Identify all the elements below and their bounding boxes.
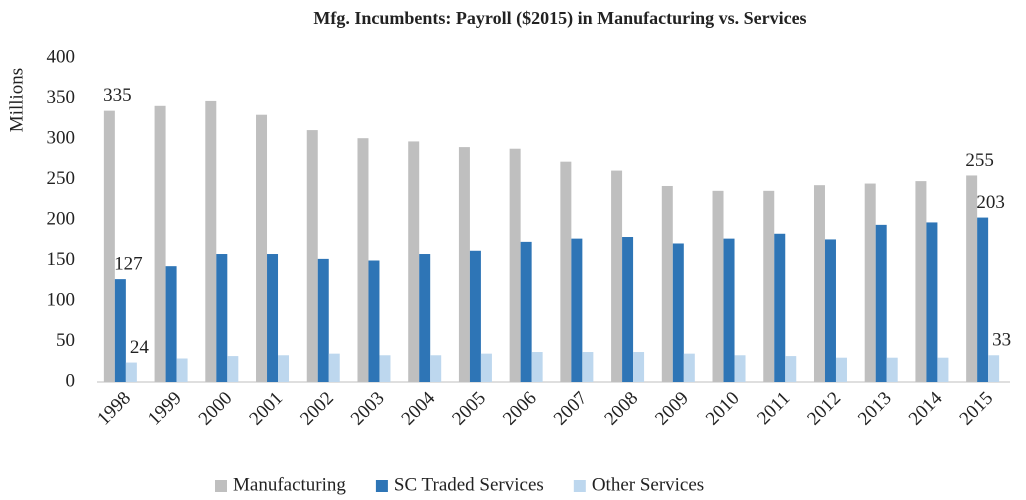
bar xyxy=(875,224,887,382)
y-tick-label: 200 xyxy=(47,208,76,229)
bar xyxy=(531,352,543,382)
bar xyxy=(430,355,442,382)
x-tick-label: 2003 xyxy=(347,388,389,430)
y-tick-label: 150 xyxy=(47,249,76,270)
bar xyxy=(813,185,825,382)
data-label: 127 xyxy=(114,253,143,274)
data-label: 255 xyxy=(965,150,994,171)
y-tick-label: 0 xyxy=(66,370,76,391)
bar xyxy=(227,356,239,382)
bar xyxy=(165,266,177,382)
data-label: 24 xyxy=(130,337,150,358)
bar xyxy=(419,254,431,382)
legend-label: Manufacturing xyxy=(233,474,346,495)
bar xyxy=(926,222,938,382)
x-tick-label: 2010 xyxy=(702,388,744,430)
legend-swatch xyxy=(375,480,388,492)
x-tick-label: 1999 xyxy=(144,388,186,430)
bar xyxy=(734,355,746,382)
x-tick-label: 2005 xyxy=(448,388,490,430)
x-tick-label: 2001 xyxy=(245,388,287,430)
x-tick-label: 2009 xyxy=(651,388,693,430)
bar xyxy=(774,233,786,382)
bar xyxy=(672,243,684,382)
bar xyxy=(114,279,126,382)
bar xyxy=(582,352,594,382)
x-tick-label: 1998 xyxy=(93,388,135,430)
bar xyxy=(328,353,340,382)
bar xyxy=(154,105,166,382)
data-label: 33 xyxy=(992,330,1011,351)
bar xyxy=(368,260,380,382)
bar xyxy=(278,355,290,382)
bar xyxy=(977,217,989,382)
bar xyxy=(966,175,978,382)
bar xyxy=(988,355,1000,382)
x-tick-label: 2012 xyxy=(803,388,845,430)
bar xyxy=(723,238,735,382)
bar xyxy=(886,357,898,382)
bar xyxy=(216,254,228,382)
bar xyxy=(633,352,645,382)
bar xyxy=(205,100,217,383)
bar xyxy=(683,353,695,382)
bar xyxy=(560,161,572,382)
bar xyxy=(256,114,268,382)
bar xyxy=(611,170,623,382)
chart-title: Mfg. Incumbents: Payroll ($2015) in Manu… xyxy=(313,8,806,29)
x-tick-label: 2015 xyxy=(956,388,998,430)
x-tick-label: 2014 xyxy=(905,387,947,429)
bar xyxy=(379,355,391,382)
bar xyxy=(824,239,836,382)
y-tick-label: 300 xyxy=(47,127,76,148)
bar xyxy=(267,254,279,382)
bar xyxy=(915,181,927,382)
data-label: 335 xyxy=(103,85,132,106)
bar xyxy=(408,141,420,382)
x-tick-label: 2007 xyxy=(550,388,592,430)
bar xyxy=(937,357,949,382)
x-tick-label: 2000 xyxy=(195,388,237,430)
x-tick-label: 2011 xyxy=(753,388,794,429)
legend-swatch xyxy=(215,480,227,492)
bar xyxy=(176,358,188,382)
legend-label: Other Services xyxy=(592,474,704,495)
x-tick-label: 2004 xyxy=(398,387,440,429)
y-tick-label: 250 xyxy=(47,168,76,189)
bar xyxy=(785,356,797,382)
bar xyxy=(520,241,532,382)
bar xyxy=(125,362,137,382)
bar xyxy=(317,258,329,382)
x-tick-label: 2002 xyxy=(296,388,338,430)
bar xyxy=(712,190,724,382)
x-tick-label: 2006 xyxy=(499,388,541,430)
bar xyxy=(306,130,318,382)
legend-swatch xyxy=(573,480,586,492)
bar xyxy=(509,148,521,382)
y-axis-label: Millions xyxy=(6,68,27,132)
bar xyxy=(357,138,369,382)
bar xyxy=(458,147,470,382)
bar xyxy=(480,353,492,382)
bar xyxy=(763,190,775,382)
bar xyxy=(103,110,115,383)
x-tick-label: 2013 xyxy=(854,388,896,430)
bar xyxy=(469,250,481,382)
legend-label: SC Traded Services xyxy=(394,474,544,495)
bar xyxy=(571,238,583,382)
data-label: 203 xyxy=(976,192,1005,213)
y-tick-label: 400 xyxy=(47,46,76,67)
bar xyxy=(661,185,673,382)
bar xyxy=(835,357,847,382)
y-tick-label: 350 xyxy=(47,87,76,108)
bar xyxy=(864,183,876,382)
bar xyxy=(622,237,634,382)
y-tick-label: 50 xyxy=(56,330,75,351)
x-tick-label: 2008 xyxy=(600,388,642,430)
y-tick-label: 100 xyxy=(47,289,76,310)
